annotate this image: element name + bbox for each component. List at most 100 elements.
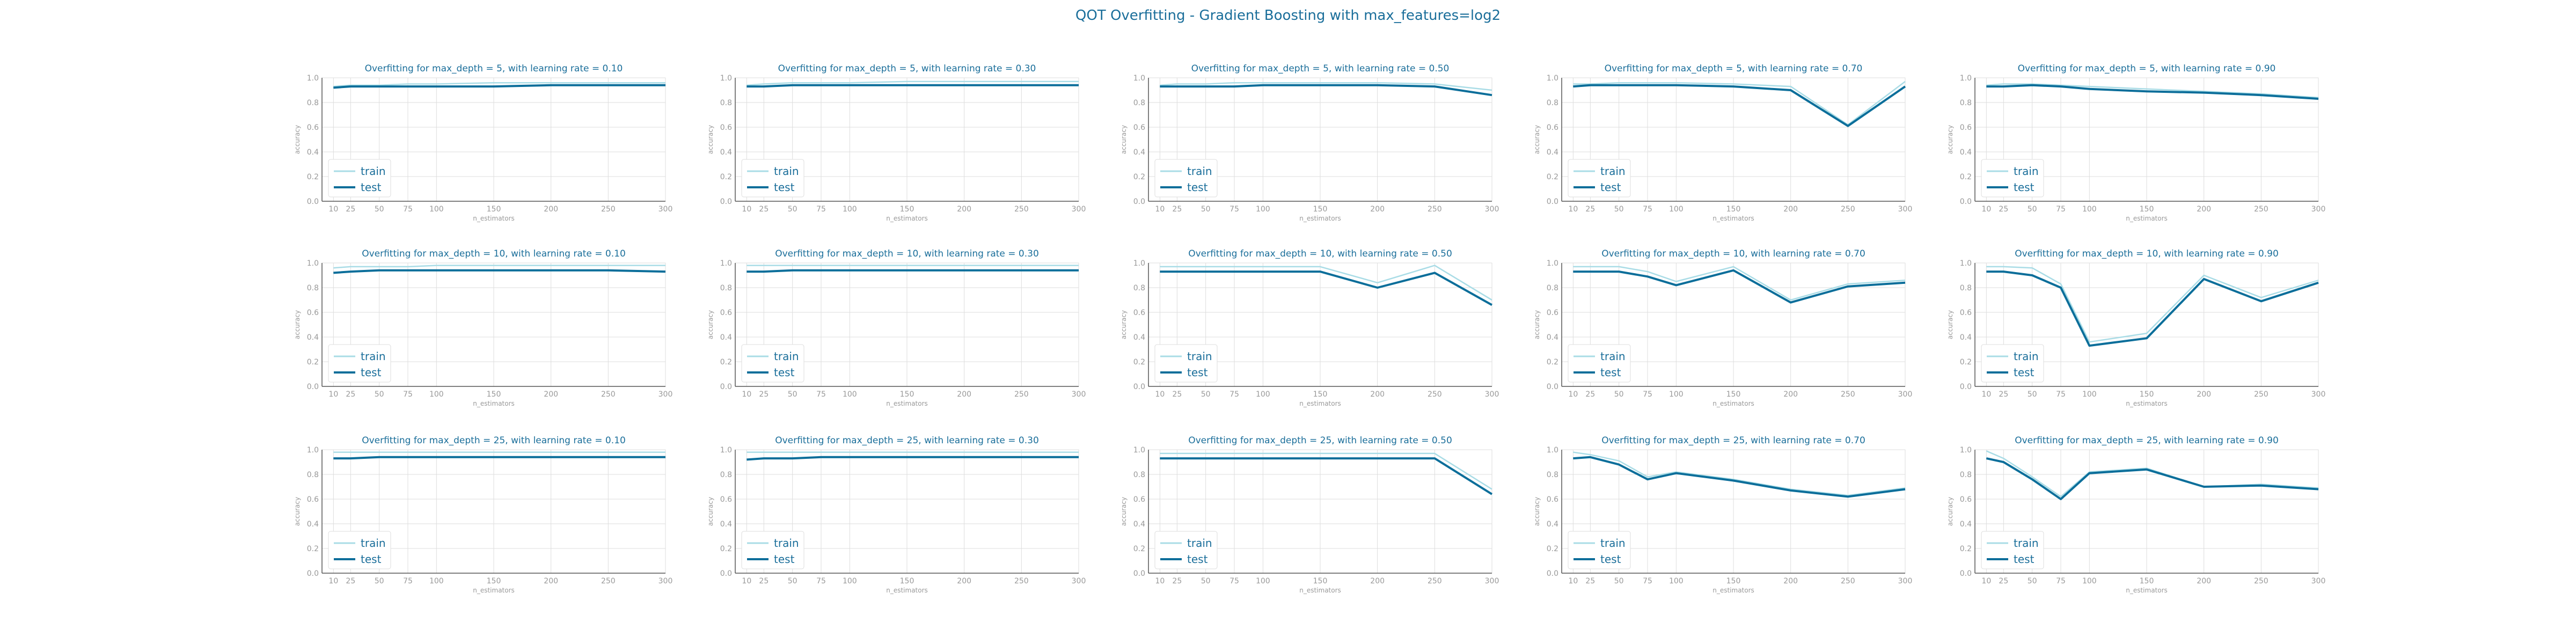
x-axis-label: n_estimators [1299,587,1341,594]
y-tick-label: 0.8 [1547,284,1558,292]
x-tick-label: 200 [957,390,971,399]
series-line-test [333,84,665,89]
y-tick-label: 0.4 [1547,520,1558,529]
y-axis-label: accuracy [1533,310,1541,339]
y-tick-label: 0.4 [720,520,732,529]
x-tick-label: 50 [2028,577,2037,586]
x-tick-label: 75 [1230,205,1239,214]
x-tick-label: 25 [1999,577,2008,586]
x-tick-label: 300 [2311,205,2326,214]
legend-label-test: test [361,181,382,194]
subplot-title: Overfitting for max_depth = 10, with lea… [775,248,1039,259]
subplot-1-2: 10 25 50 75 100 150 200 250 300 0.0 0.2 0.4 0.6 0.8 1.… [707,63,1086,222]
y-tick-label: 0.4 [307,148,319,157]
y-tick-label: 0.6 [1960,495,1972,504]
y-axis-label: accuracy [1120,497,1128,526]
x-axis-label: n_estimators [2126,400,2168,407]
x-tick-label: 200 [957,577,971,586]
x-tick-label: 100 [429,577,444,586]
x-tick-label: 25 [1172,205,1182,214]
legend-label-train: train [1600,165,1626,178]
x-tick-label: 25 [346,205,355,214]
y-tick-label: 0.2 [307,358,319,367]
subplot-2-5: 10 25 50 75 100 150 200 250 300 0.0 0.2 0.4 0.6 0.8 1.… [1946,248,2325,407]
y-tick-label: 0.4 [1133,333,1145,342]
legend-label-test: test [774,181,795,194]
x-tick-label: 25 [346,390,355,399]
series-line-test [1573,456,1906,498]
y-tick-label: 0.8 [1133,284,1145,292]
subplot-title: Overfitting for max_depth = 25, with lea… [1601,435,1865,446]
legend-label-test: test [774,366,795,379]
x-tick-label: 250 [601,205,616,214]
y-tick-label: 0.4 [307,333,319,342]
legend-label-test: test [2014,553,2035,566]
x-tick-label: 300 [1485,205,1499,214]
y-tick-label: 0.2 [1547,545,1558,553]
x-tick-label: 50 [375,390,384,399]
x-tick-label: 75 [403,205,413,214]
x-tick-label: 10 [1155,205,1165,214]
y-tick-label: 0.0 [1547,197,1558,206]
series-line-train [1573,451,1906,496]
y-tick-label: 0.0 [1960,383,1972,391]
x-tick-label: 100 [1669,577,1684,586]
legend-label-test: test [2014,366,2035,379]
legend-label-test: test [1187,553,1208,566]
y-tick-label: 0.6 [720,123,732,132]
y-tick-label: 0.2 [307,545,319,553]
series-line-test [1160,457,1493,495]
legend-label-train: train [2014,537,2039,550]
x-tick-label: 250 [2254,205,2268,214]
subplot-3-4: 10 25 50 75 100 150 200 250 300 0.0 0.2 0.4 0.6 0.8 1.… [1533,435,1912,594]
legend-label-train: train [2014,350,2039,363]
x-axis-label: n_estimators [1713,587,1754,594]
y-tick-label: 0.0 [1133,383,1145,391]
x-tick-label: 50 [788,390,797,399]
series-line-test [747,456,1079,461]
x-tick-label: 50 [1614,205,1624,214]
x-tick-label: 250 [2254,577,2268,586]
x-tick-label: 50 [2028,390,2037,399]
y-axis-label: accuracy [1946,125,1954,154]
legend-label-train: train [361,350,386,363]
x-axis-label: n_estimators [473,400,515,407]
x-tick-label: 25 [759,205,769,214]
y-tick-label: 0.8 [1133,471,1145,479]
x-tick-label: 250 [2254,390,2268,399]
y-tick-label: 1.0 [1547,446,1558,455]
subplot-title: Overfitting for max_depth = 5, with lear… [1191,63,1450,74]
x-axis-label: n_estimators [473,215,515,222]
x-tick-label: 300 [1485,390,1499,399]
x-tick-label: 250 [1841,577,1855,586]
y-tick-label: 0.6 [307,123,319,132]
x-tick-label: 200 [544,205,558,214]
x-tick-label: 200 [1783,390,1798,399]
x-tick-label: 100 [843,390,857,399]
y-axis-label: accuracy [707,310,714,339]
legend-label-test: test [1600,181,1621,194]
y-tick-label: 0.6 [1547,309,1558,317]
y-tick-label: 0.0 [307,383,319,391]
y-tick-label: 0.8 [307,471,319,479]
y-tick-label: 0.0 [307,197,319,206]
x-tick-label: 10 [1981,205,1991,214]
x-tick-label: 150 [487,577,501,586]
y-tick-label: 0.2 [1547,358,1558,367]
x-tick-label: 50 [788,205,797,214]
x-tick-label: 50 [1201,577,1211,586]
x-axis-label: n_estimators [1713,215,1754,222]
y-tick-label: 0.0 [1133,569,1145,578]
x-tick-label: 250 [1428,390,1442,399]
x-tick-label: 150 [487,205,501,214]
series-line-test [333,269,666,274]
series-line-train [1160,265,1492,301]
y-tick-label: 0.2 [720,358,732,367]
series-line-train [1573,266,1906,301]
subplot-title: Overfitting for max_depth = 5, with lear… [2018,63,2276,74]
y-tick-label: 1.0 [1133,446,1145,455]
y-tick-label: 0.2 [720,173,732,181]
subplot-title: Overfitting for max_depth = 10, with lea… [1601,248,1865,259]
series-line-train [1160,452,1492,490]
y-tick-label: 0.6 [1133,495,1145,504]
